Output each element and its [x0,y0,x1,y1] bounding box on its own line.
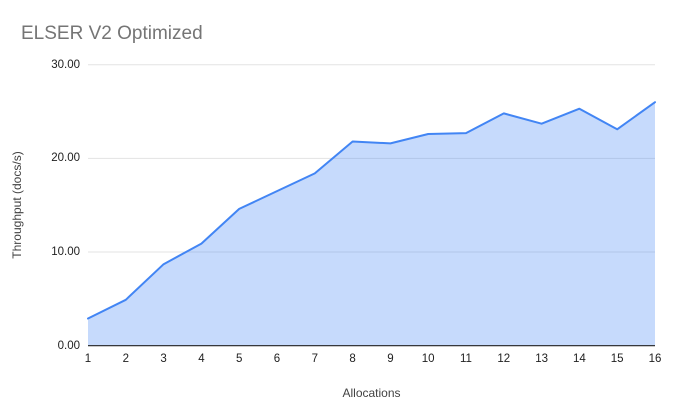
x-tick-label: 8 [349,353,356,365]
y-tick-label: 20.00 [51,152,80,165]
x-tick-label: 4 [198,353,205,365]
x-axis-title: Allocations [342,386,401,400]
x-tick-label: 11 [460,353,472,365]
y-tick-label: 0.00 [57,339,80,352]
x-tick-label: 3 [160,353,167,365]
series-line [87,101,656,320]
y-tick-label: 30.00 [51,58,80,71]
x-tick-label: 12 [497,353,511,365]
x-tick-label: 16 [648,353,662,365]
x-tick-label: 13 [535,353,548,365]
x-tick-label: 2 [122,353,129,365]
y-tick-label: 10.00 [51,246,80,259]
x-tick-label: 10 [421,353,435,365]
y-axis-title: Throughput (docs/s) [10,151,24,259]
x-tick-label: 15 [610,353,624,365]
x-tick-label: 9 [387,353,394,365]
chart-title: ELSER V2 Optimized [21,23,203,44]
x-tick-label: 1 [84,353,92,365]
x-tick-label: 5 [235,353,243,365]
series-area-fill [88,102,655,346]
x-tick-label: 6 [273,353,281,365]
x-tick-label: 7 [311,353,318,365]
x-tick-label: 14 [572,353,586,365]
